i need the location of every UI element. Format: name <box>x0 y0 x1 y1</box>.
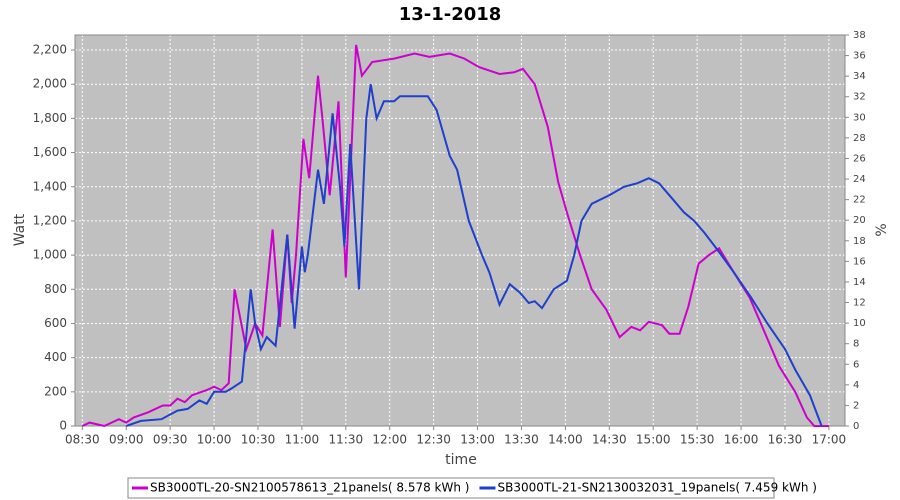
y-tick-label: 800 <box>44 282 67 296</box>
y2-tick-label: 12 <box>853 298 866 309</box>
x-tick-label: 08:30 <box>65 433 100 447</box>
y-tick-label: 1,800 <box>33 111 67 125</box>
y2-tick-label: 22 <box>853 195 866 206</box>
x-tick-label: 11:30 <box>329 433 364 447</box>
x-tick-label: 13:00 <box>460 433 495 447</box>
y2-tick-label: 38 <box>853 30 866 41</box>
x-tick-label: 15:00 <box>636 433 671 447</box>
y2-tick-label: 16 <box>853 256 866 267</box>
series-line <box>125 84 823 427</box>
legend-label: SB3000TL-21-SN2130032031_19panels( 7.459… <box>497 481 816 495</box>
y-tick-label: 1,600 <box>33 145 67 159</box>
x-tick-label: 12:00 <box>372 433 407 447</box>
x-tick-label: 09:30 <box>153 433 188 447</box>
x-tick-label: 10:30 <box>241 433 276 447</box>
y2-tick-label: 24 <box>853 174 866 185</box>
x-tick-label: 10:00 <box>197 433 232 447</box>
chart-title: 13-1-2018 <box>399 4 502 25</box>
y2-tick-label: 2 <box>853 400 859 411</box>
x-tick-label: 16:00 <box>724 433 759 447</box>
y2-tick-label: 30 <box>853 112 866 123</box>
x-tick-label: 17:00 <box>812 433 847 447</box>
x-tick-label: 11:00 <box>285 433 320 447</box>
y2-tick-label: 34 <box>853 71 866 82</box>
y2-tick-label: 20 <box>853 215 866 226</box>
series-line <box>81 44 829 428</box>
y-axis-title: Watt <box>12 213 28 246</box>
y-tick-label: 1,200 <box>33 213 67 227</box>
y2-tick-label: 0 <box>853 421 859 432</box>
x-tick-label: 13:30 <box>504 433 539 447</box>
y2-tick-label: 26 <box>853 153 866 164</box>
y2-tick-label: 36 <box>853 51 866 62</box>
x-tick-label: 14:30 <box>592 433 627 447</box>
legend-label: SB3000TL-20-SN2100578613_21panels( 8.578… <box>150 481 469 495</box>
y2-tick-label: 14 <box>853 277 866 288</box>
y2-tick-label: 32 <box>853 92 866 103</box>
y-tick-label: 2,000 <box>33 77 67 91</box>
y2-tick-label: 18 <box>853 236 866 247</box>
plot-area <box>75 35 845 426</box>
y2-tick-label: 8 <box>853 339 859 350</box>
y2-tick-label: 4 <box>853 380 859 391</box>
y-tick-label: 2,200 <box>33 43 67 57</box>
y-tick-label: 400 <box>44 350 67 364</box>
y-tick-label: 0 <box>59 419 67 433</box>
x-tick-label: 12:30 <box>416 433 451 447</box>
legend-box <box>127 477 775 499</box>
y2-tick-label: 28 <box>853 133 866 144</box>
x-axis-title: time <box>445 452 477 468</box>
x-tick-label: 09:00 <box>109 433 144 447</box>
y2-tick-label: 6 <box>853 359 859 370</box>
plot-border <box>74 34 846 427</box>
y-tick-label: 600 <box>44 316 67 330</box>
y2-tick-label: 10 <box>853 318 866 329</box>
x-tick-label: 15:30 <box>680 433 715 447</box>
x-tick-label: 14:00 <box>548 433 583 447</box>
y-tick-label: 200 <box>44 384 67 398</box>
y-tick-label: 1,000 <box>33 248 67 262</box>
x-tick-label: 16:30 <box>768 433 803 447</box>
y2-axis-title: % <box>874 223 890 236</box>
y-tick-label: 1,400 <box>33 179 67 193</box>
